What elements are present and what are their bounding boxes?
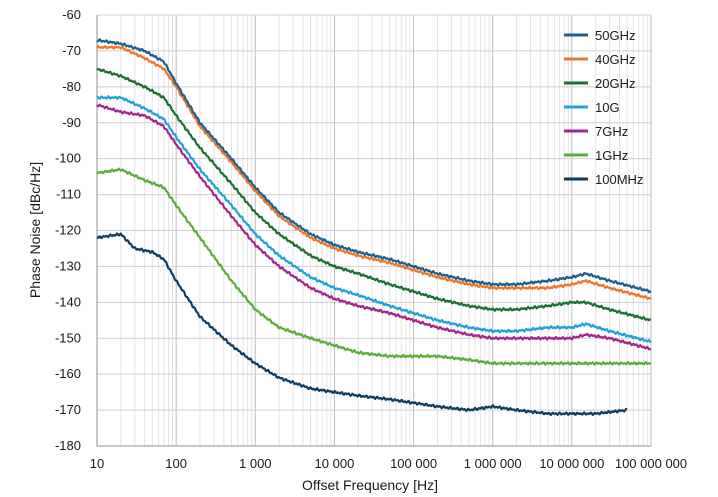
y-tick-label: -110	[56, 187, 81, 202]
x-tick-label: 100 000	[390, 456, 437, 471]
series-lines	[96, 38, 652, 416]
legend-label: 40GHz	[595, 52, 635, 67]
y-tick-label: -70	[62, 43, 81, 58]
y-tick-labels: -60 -70 -80 -90 -100 -110 -120 -130 -140 -150 -160…	[55, 7, 81, 453]
y-tick-label: -100	[55, 151, 81, 166]
y-tick-label: -160	[55, 366, 81, 381]
x-axis-title: Offset Frequency [Hz]	[302, 477, 438, 493]
x-tick-label: 1 000	[239, 456, 272, 471]
y-tick-label: -90	[62, 115, 81, 130]
major-gridlines	[96, 14, 652, 447]
y-axis-title: Phase Noise [dBc/Hz]	[27, 162, 43, 298]
x-tick-label: 100 000 000	[615, 456, 687, 471]
x-tick-label: 10 000 000	[539, 456, 604, 471]
x-tick-label: 10 000	[315, 456, 355, 471]
x-tick-label: 1 000 000	[464, 456, 522, 471]
legend-label: 10G	[595, 100, 620, 115]
series-line	[96, 67, 652, 322]
x-tick-labels: 10 100 1 000 10 000 100 000 1 000 000 10 000 0…	[90, 456, 687, 471]
series-line	[96, 103, 652, 351]
legend-label: 20GHz	[595, 76, 635, 91]
y-tick-label: -180	[55, 438, 81, 453]
series-line	[96, 167, 652, 366]
y-tick-label: -150	[55, 330, 81, 345]
legend-label: 50GHz	[595, 28, 635, 43]
y-tick-label: -60	[62, 7, 81, 22]
y-tick-label: -170	[55, 402, 81, 417]
legend-label: 1GHz	[595, 148, 628, 163]
series-line	[96, 232, 628, 416]
legend-label: 100MHz	[595, 172, 643, 187]
x-tick-label: 10	[90, 456, 104, 471]
y-tick-label: -80	[62, 79, 81, 94]
series-line	[96, 45, 652, 300]
y-tick-label: -120	[55, 223, 81, 238]
chart-legend: 50GHz 40GHz 20GHz 10G 7GHz 1GHz 100MHz	[564, 28, 643, 187]
y-tick-label: -140	[55, 294, 81, 309]
x-tick-label: 100	[165, 456, 187, 471]
series-line	[96, 95, 652, 344]
legend-label: 7GHz	[595, 124, 628, 139]
series-line	[96, 38, 652, 294]
y-tick-label: -130	[55, 258, 81, 273]
